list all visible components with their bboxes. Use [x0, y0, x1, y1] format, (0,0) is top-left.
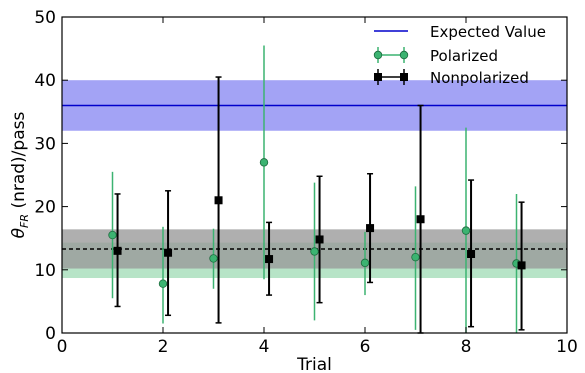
polarized-point — [360, 258, 370, 268]
y-tick-label: 40 — [34, 71, 56, 91]
nonpolarized-point — [416, 215, 425, 224]
x-tick-label: 6 — [360, 337, 371, 357]
legend: Expected Value Polarized Nonpolarized — [373, 23, 546, 87]
x-tick-label: 8 — [461, 337, 472, 357]
nonpolarized-point — [164, 248, 173, 257]
y-tick-label: 50 — [34, 8, 56, 28]
x-tick-label: 0 — [57, 337, 68, 357]
x-tick-label: 10 — [556, 337, 578, 357]
legend-nonpolarized-marker — [374, 69, 408, 85]
legend-expected-label: Expected Value — [430, 23, 546, 41]
x-tick-label: 4 — [259, 337, 270, 357]
nonpolarized-point — [315, 235, 324, 244]
polarized-point — [461, 226, 471, 235]
polarized-point — [108, 230, 117, 240]
legend-marker-square — [400, 73, 408, 81]
y-axis-label-symbol: θ — [9, 227, 29, 238]
polarized-point — [411, 252, 420, 262]
y-tick-label: 30 — [34, 134, 56, 154]
y-tick-label: 20 — [34, 198, 56, 218]
polarized-point — [209, 254, 218, 263]
tick-labels: 0 2 4 6 8 10 0 10 20 30 40 50 — [34, 8, 577, 357]
legend-marker-circle — [399, 50, 409, 60]
nonpolarized-point — [214, 196, 223, 205]
plot-frame — [61, 16, 568, 334]
x-axis-label: Trial — [296, 355, 332, 373]
nonpolarized-point — [517, 261, 526, 270]
axis-ticks — [61, 16, 568, 334]
legend-polarized-marker — [373, 47, 409, 63]
nonpolarized-point — [366, 224, 375, 233]
nonpolarized-point — [113, 246, 122, 255]
data-markers — [108, 158, 526, 288]
polarized-point — [158, 279, 168, 288]
y-tick-label: 0 — [45, 324, 56, 344]
polarized-point — [310, 247, 319, 256]
legend-marker-circle — [373, 50, 383, 60]
y-tick-label: 10 — [34, 261, 56, 281]
y-axis-label-subscript: FR — [18, 214, 31, 228]
legend-nonpolarized-label: Nonpolarized — [430, 69, 529, 87]
polarized-point — [259, 158, 269, 167]
nonpolarized-point — [265, 255, 274, 264]
legend-marker-square — [374, 73, 382, 81]
x-tick-label: 2 — [158, 337, 169, 357]
y-axis-label-rest: (nrad)/pass — [9, 112, 29, 214]
y-axis-label: θFR (nrad)/pass — [9, 112, 31, 239]
nonpolarized-point — [467, 250, 476, 258]
legend-polarized-label: Polarized — [430, 47, 498, 65]
